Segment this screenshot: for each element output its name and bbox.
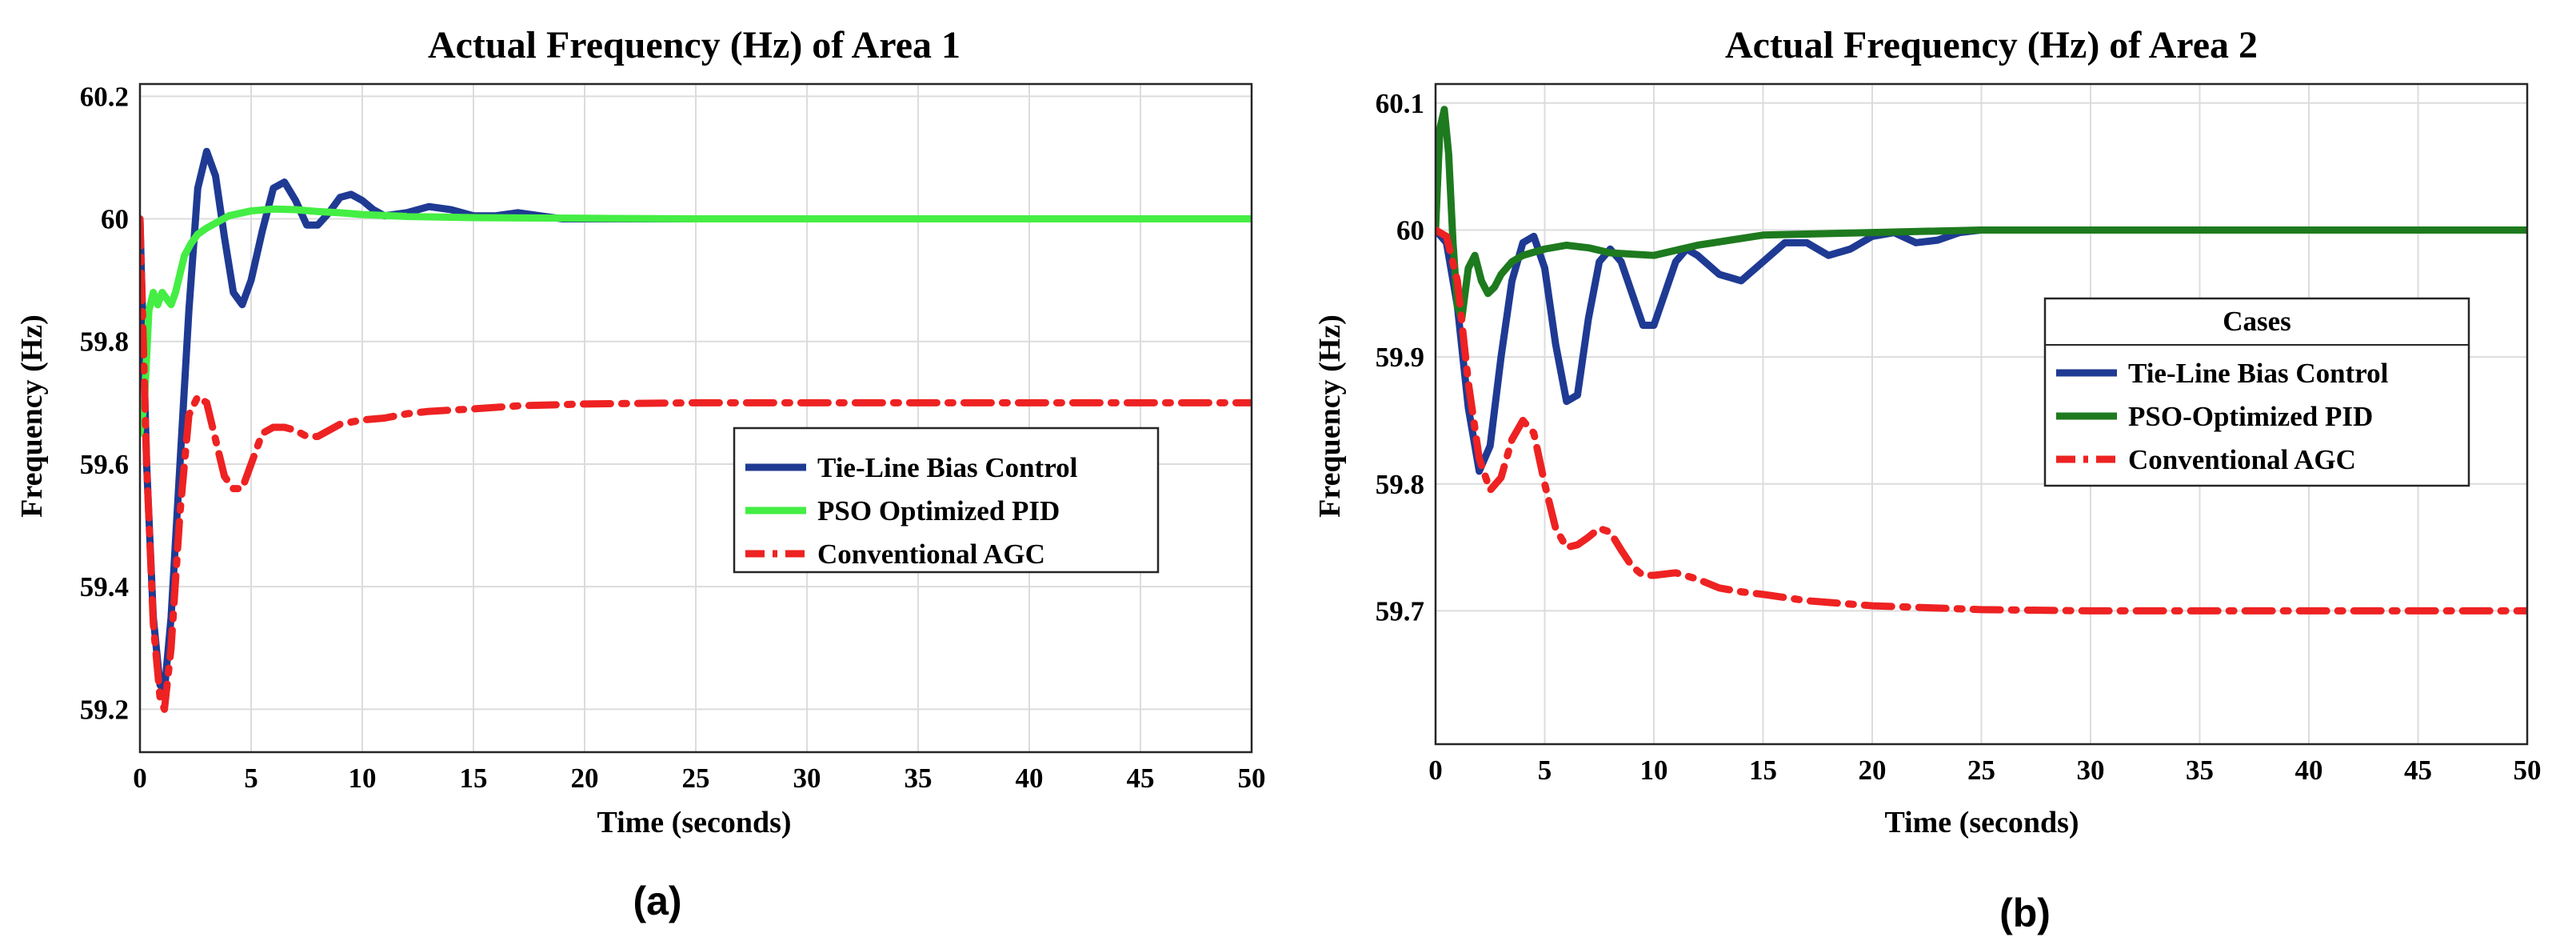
series-line <box>1436 226 2527 615</box>
panel-label: (b) <box>1999 891 2051 935</box>
x-tick-label: 15 <box>460 763 488 794</box>
legend-title: Cases <box>2223 306 2291 337</box>
x-tick-label: 35 <box>905 763 933 794</box>
y-axis-label: Frequency (Hz) <box>15 314 49 518</box>
y-tick-label: 59.6 <box>80 449 129 480</box>
y-tick-label: 60.2 <box>80 81 129 112</box>
plot-frame <box>1434 82 2529 746</box>
legend-box <box>2043 297 2470 487</box>
x-tick-label: 40 <box>1016 763 1044 794</box>
legend-label: PSO Optimized PID <box>817 495 1060 527</box>
x-tick-label: 25 <box>682 763 710 794</box>
y-tick-label: 60.1 <box>1376 88 1424 119</box>
x-tick-label: 50 <box>2514 755 2542 786</box>
x-axis-ticks: 0 5 10 15 20 25 30 35 40 45 50 <box>1428 755 2541 786</box>
panel-label: (a) <box>633 879 681 923</box>
x-tick-label: 25 <box>1967 755 1995 786</box>
x-axis-label: Time (seconds) <box>597 806 791 839</box>
chart-area-1: Actual Frequency (Hz) of Area 1 59.2 59.4… <box>15 24 1266 923</box>
x-tick-label: 45 <box>2404 755 2432 786</box>
legend-label: Tie-Line Bias Control <box>2128 358 2389 389</box>
grid <box>139 84 1252 752</box>
x-tick-label: 10 <box>1640 755 1668 786</box>
x-tick-label: 20 <box>571 763 599 794</box>
y-axis-label: Frequency (Hz) <box>1313 314 1347 518</box>
legend-label: Conventional AGC <box>817 539 1045 570</box>
y-tick-label: 59.8 <box>1376 469 1424 500</box>
x-axis-label: Time (seconds) <box>1884 806 2079 839</box>
x-tick-label: 30 <box>793 763 821 794</box>
x-tick-label: 40 <box>2295 755 2323 786</box>
y-tick-label: 59.9 <box>1376 342 1424 373</box>
series-group <box>140 147 1252 713</box>
y-axis-ticks: 59.2 59.4 59.6 59.8 60 60.2 <box>80 81 129 725</box>
x-tick-label: 20 <box>1859 755 1887 786</box>
legend-label: PSO-Optimized PID <box>2128 401 2373 432</box>
y-tick-label: 59.2 <box>80 694 129 725</box>
y-tick-label: 60 <box>101 204 129 235</box>
legend: Cases Tie-Line Bias Control PSO-Optimized … <box>2043 297 2470 487</box>
x-tick-label: 45 <box>1127 763 1155 794</box>
chart-title: Actual Frequency (Hz) of Area 1 <box>428 24 961 66</box>
legend-label: Conventional AGC <box>2128 444 2356 475</box>
x-tick-label: 5 <box>1538 755 1552 786</box>
series-group <box>1436 106 2527 615</box>
x-axis-ticks: 0 5 10 15 20 25 30 35 40 45 50 <box>133 763 1265 794</box>
x-tick-label: 50 <box>1238 763 1266 794</box>
chart-title: Actual Frequency (Hz) of Area 2 <box>1725 24 2258 66</box>
x-tick-label: 15 <box>1749 755 1777 786</box>
plot-frame <box>138 82 1253 754</box>
x-tick-label: 0 <box>1428 755 1443 786</box>
chart-area-2: Actual Frequency (Hz) of Area 2 59.7 59.8… <box>1313 24 2542 935</box>
series-line <box>140 215 1252 713</box>
x-tick-label: 10 <box>349 763 377 794</box>
x-tick-label: 35 <box>2186 755 2214 786</box>
y-tick-label: 59.8 <box>80 326 129 358</box>
legend-label: Tie-Line Bias Control <box>817 452 1078 483</box>
y-axis-ticks: 59.7 59.8 59.9 60 60.1 <box>1376 88 1424 627</box>
x-tick-label: 30 <box>2077 755 2105 786</box>
y-tick-label: 59.7 <box>1376 595 1424 627</box>
legend: Tie-Line Bias Control PSO Optimized PID Co… <box>733 426 1160 574</box>
legend-box <box>733 426 1160 574</box>
x-tick-label: 5 <box>244 763 258 794</box>
x-tick-label: 0 <box>133 763 147 794</box>
y-tick-label: 59.4 <box>80 571 129 603</box>
series-line <box>140 205 1252 438</box>
y-tick-label: 60 <box>1396 214 1424 246</box>
